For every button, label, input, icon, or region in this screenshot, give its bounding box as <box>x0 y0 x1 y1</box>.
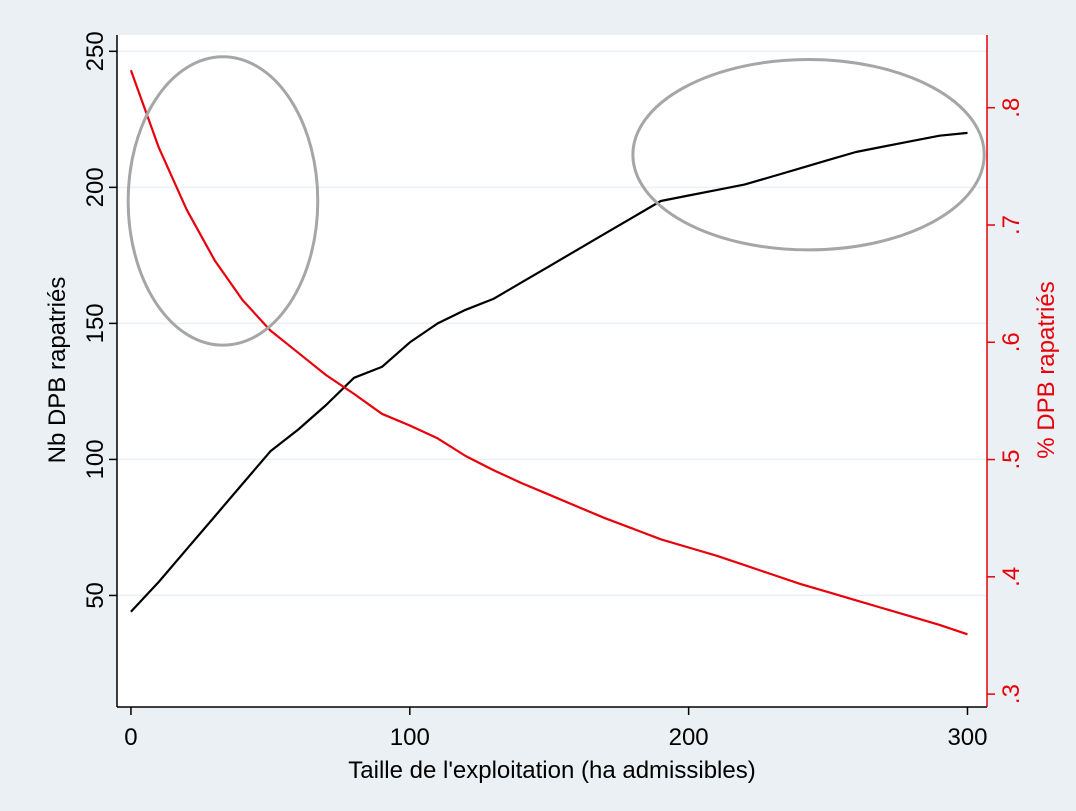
highlight-ellipse-2 <box>631 57 986 252</box>
y-left-tick-label-200: 200 <box>82 167 109 207</box>
y-right-tick-label-3: .6 <box>998 332 1025 352</box>
y-right-axis-label: % DPB rapatriés <box>1033 281 1060 458</box>
x-axis-label: Taille de l'exploitation (ha admissibles… <box>348 757 755 784</box>
annotation-group <box>126 55 986 347</box>
axes-group: 0 100 200 300 50 100 150 200 250 .3 .4 .5 .6 .7 .8 <box>82 31 1025 751</box>
highlight-ellipse-1 <box>126 55 320 347</box>
y-left-tick-label-250: 250 <box>82 31 109 71</box>
series-line-right <box>129 69 968 636</box>
series-group <box>129 69 968 636</box>
x-tick-label-300: 300 <box>947 724 987 751</box>
x-tick-label-200: 200 <box>669 724 709 751</box>
y-left-axis-label: Nb DPB rapatriés <box>44 277 71 464</box>
y-left-tick-label-150: 150 <box>82 303 109 343</box>
x-tick-label-100: 100 <box>390 724 430 751</box>
y-right-tick-label-2: .5 <box>998 450 1025 470</box>
y-right-tick-label-1: .4 <box>998 567 1025 587</box>
y-left-tick-label-50: 50 <box>82 582 109 609</box>
plot-area <box>117 35 987 707</box>
y-right-tick-label-4: .7 <box>998 215 1025 235</box>
y-right-tick-label-5: .8 <box>998 98 1025 118</box>
y-left-tick-label-100: 100 <box>82 439 109 479</box>
x-tick-label-0: 0 <box>124 724 137 751</box>
y-right-tick-label-0: .3 <box>998 684 1025 704</box>
series-line-left <box>130 131 968 613</box>
